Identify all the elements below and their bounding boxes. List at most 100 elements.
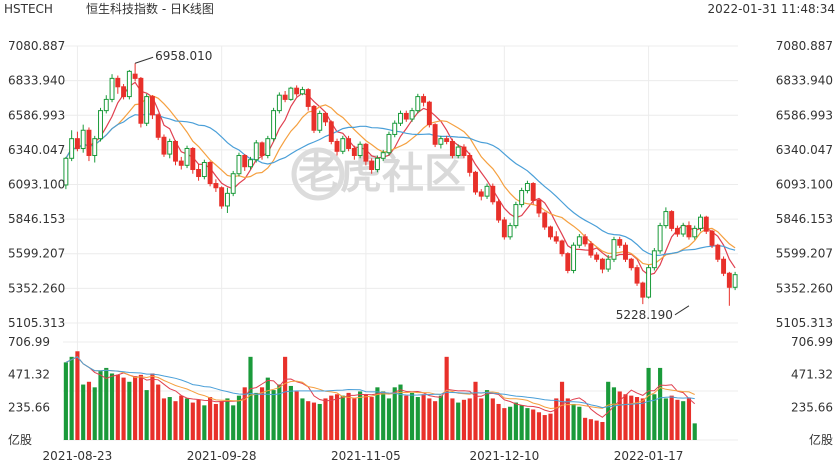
timestamp: 2022-01-31 11:48:34: [708, 2, 835, 16]
candle-body: [663, 211, 669, 227]
candle-body: [219, 187, 225, 207]
candle-body: [582, 236, 588, 245]
price-tick-right: 7080.887: [776, 39, 833, 53]
candle-body: [213, 183, 219, 189]
volume-bar: [623, 394, 628, 440]
candle-body: [115, 77, 121, 88]
price-tick-left: 5599.207: [8, 247, 65, 261]
volume-bar: [588, 419, 593, 440]
volume-bar: [409, 392, 415, 440]
volume-bar: [583, 417, 588, 440]
candle-body: [403, 112, 409, 120]
volume-ma20-line: [65, 356, 695, 409]
candle-body: [438, 138, 444, 145]
candle-body: [271, 110, 277, 140]
volume-bar: [104, 367, 109, 440]
volume-bar: [663, 398, 668, 440]
volume-bar: [109, 373, 115, 440]
volume-bar: [559, 381, 565, 440]
volume-bar: [646, 367, 651, 440]
volume-bar: [363, 394, 368, 440]
price-tick-right: 6586.993: [776, 108, 833, 122]
candle-body: [334, 140, 340, 152]
candle-body: [138, 77, 144, 124]
candle-body: [692, 227, 698, 238]
volume-bar: [81, 384, 86, 440]
candle-body: [253, 142, 259, 161]
candle-body: [144, 96, 150, 124]
candle-body: [74, 138, 80, 149]
volume-bar: [669, 395, 674, 440]
volume-bar: [386, 398, 392, 440]
candle-body: [715, 244, 721, 260]
volume-bar: [208, 397, 213, 440]
candle-body: [432, 124, 438, 145]
candle-body: [155, 114, 161, 138]
volume-bar: [496, 403, 501, 440]
volume-bar: [75, 351, 80, 440]
volume-bar: [479, 398, 484, 440]
date-tick: 2021-12-10: [469, 449, 539, 463]
price-tick-right: 5352.260: [776, 281, 833, 295]
candle-body: [167, 140, 173, 155]
high-marker-line: [134, 56, 154, 64]
candle-body: [542, 212, 548, 228]
candle-body: [530, 183, 536, 201]
candle-body: [732, 274, 738, 288]
candle-body: [248, 159, 253, 168]
volume-bar: [259, 387, 265, 440]
candle-body: [98, 110, 103, 140]
candle-body: [201, 162, 207, 178]
candle-body: [63, 157, 69, 186]
volume-ma5-line: [65, 356, 696, 418]
volume-bar: [173, 401, 178, 440]
candle-body: [674, 227, 680, 235]
volume-bar: [467, 398, 472, 440]
volume-bar: [317, 403, 322, 440]
candle-body: [294, 87, 300, 95]
date-tick: 2021-09-28: [187, 449, 257, 463]
volume-bar: [681, 401, 686, 440]
volume-bar: [92, 387, 97, 440]
candle-body: [409, 110, 415, 120]
price-tick-left: 6586.993: [8, 108, 65, 122]
volume-tick-right: 706.99: [791, 335, 833, 349]
price-tick-right: 5105.313: [776, 316, 833, 330]
candle-body: [357, 143, 363, 156]
volume-bar: [548, 413, 553, 440]
volume-bar: [565, 398, 570, 440]
candle-body: [594, 254, 600, 260]
volume-bar: [375, 387, 380, 440]
volume-bar: [300, 398, 305, 440]
volume-bar: [138, 374, 143, 440]
candle-body: [686, 225, 692, 238]
volume-tick-left: 706.99: [8, 335, 50, 349]
candle-body: [496, 201, 502, 221]
candles: [63, 63, 738, 306]
candle-body: [646, 267, 652, 298]
volume-bar: [421, 394, 426, 440]
candle-body: [415, 96, 421, 112]
volume-bar: [473, 381, 478, 440]
volume-bar: [502, 408, 507, 440]
watermark-logo-icon: [291, 147, 345, 201]
candle-body: [449, 140, 455, 156]
volume-bar: [415, 397, 420, 440]
candle-body: [623, 244, 628, 260]
candle-body: [588, 243, 594, 256]
candle-body: [507, 225, 513, 238]
volume-bar: [606, 381, 611, 440]
volume-bar: [86, 381, 92, 440]
volume-bar: [167, 397, 172, 440]
candle-body: [455, 146, 461, 156]
candle-body: [398, 112, 403, 124]
symbol-label: HSTECH: [4, 2, 53, 16]
candle-body: [571, 244, 577, 271]
candle-body: [178, 160, 184, 166]
candle-body: [599, 258, 605, 270]
volume-bar: [265, 377, 270, 440]
volume-bar: [311, 402, 317, 440]
price-tick-right: 6340.047: [776, 143, 833, 157]
annotations: 6958.010 5228.190: [134, 49, 690, 322]
